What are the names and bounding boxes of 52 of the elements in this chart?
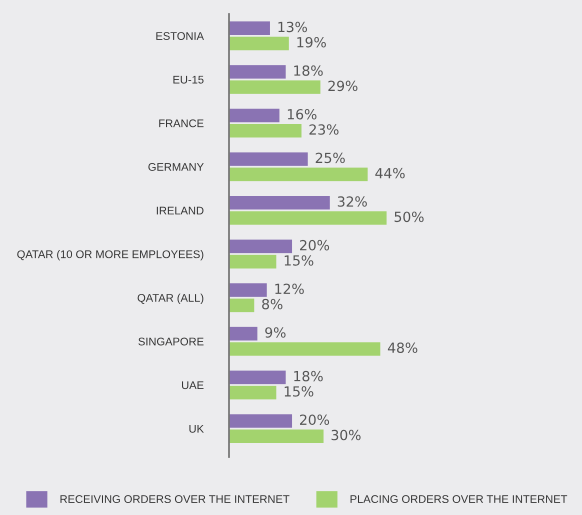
bar (229, 430, 324, 444)
data-label: 16% (288, 109, 316, 120)
data-label: 20% (300, 240, 330, 250)
data-label: 15% (284, 255, 314, 266)
data-label: 8% (262, 298, 282, 310)
data-label: 48% (388, 342, 418, 354)
legend-label: PLACING ORDERS OVER THE INTERNET (350, 495, 568, 504)
bar (229, 80, 320, 94)
y-tick-label: GERMANY (148, 163, 204, 171)
bar (229, 168, 368, 182)
bar (229, 283, 267, 297)
y-tick-label: QATAR (10 OR MORE EMPLOYEES) (17, 250, 204, 260)
legend-label: RECEIVING ORDERS OVER THE INTERNET (60, 495, 290, 504)
data-label: 12% (275, 284, 304, 294)
data-label: 44% (375, 168, 405, 178)
y-tick-label: UK (189, 425, 204, 433)
bar (229, 21, 270, 35)
bar (229, 386, 276, 400)
bar (229, 414, 292, 428)
data-label: 18% (294, 65, 323, 76)
bar (229, 326, 258, 340)
y-tick-label: FRANCE (159, 119, 204, 128)
data-label: 15% (284, 386, 314, 397)
data-label: 25% (316, 152, 345, 164)
bar (229, 124, 302, 138)
bar (229, 36, 289, 50)
y-tick-label: ESTONIA (156, 32, 204, 40)
bar (229, 196, 330, 210)
data-label: 50% (394, 212, 424, 222)
data-label: 9% (265, 327, 286, 338)
bar (229, 240, 292, 254)
y-tick-label: UAE (182, 381, 204, 390)
bar (229, 108, 280, 122)
bar (229, 370, 286, 384)
data-label: 20% (300, 414, 330, 426)
data-label: 18% (294, 370, 323, 382)
data-label: 32% (338, 196, 367, 207)
data-label: 23% (309, 124, 339, 135)
data-label: 29% (328, 80, 358, 92)
bar (229, 211, 387, 225)
bar (229, 65, 286, 79)
y-tick-label: IRELAND (156, 206, 204, 214)
y-tick-label: SINGAPORE (138, 338, 204, 346)
y-tick-label: EU-15 (173, 76, 204, 84)
bar (229, 152, 308, 166)
data-label: 13% (278, 22, 308, 32)
bar (229, 298, 254, 312)
data-label: 19% (297, 36, 326, 48)
bar (229, 342, 380, 356)
data-label: 30% (332, 430, 361, 440)
bar (229, 254, 276, 268)
y-tick-label: QATAR (ALL) (138, 294, 204, 304)
